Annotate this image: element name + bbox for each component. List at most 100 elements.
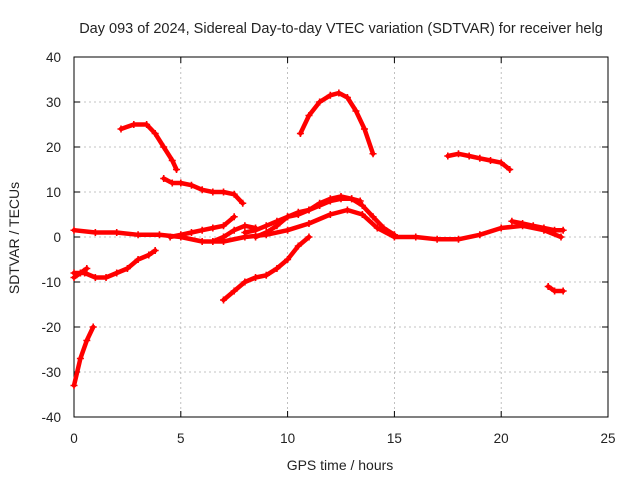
data-point — [76, 269, 84, 277]
data-point — [529, 222, 537, 230]
x-tick-label: 10 — [280, 431, 295, 446]
data-point — [544, 283, 552, 290]
data-point — [358, 202, 366, 209]
data-series — [70, 89, 567, 389]
data-point — [337, 195, 345, 203]
data-point — [262, 229, 270, 236]
y-tick-label: -20 — [41, 320, 61, 335]
series-arc-1 — [70, 323, 97, 389]
x-tick-label: 5 — [177, 431, 185, 446]
data-point — [316, 98, 324, 106]
x-tick-labels: 0 5 10 15 20 25 — [70, 431, 615, 446]
y-tick-label: -10 — [41, 275, 61, 290]
y-tick-label: -40 — [41, 410, 61, 425]
data-point — [252, 274, 260, 281]
data-point — [83, 337, 91, 344]
data-point — [380, 224, 388, 232]
data-point — [358, 211, 366, 218]
data-point — [123, 265, 131, 272]
x-tick-label: 15 — [387, 431, 402, 446]
data-point — [508, 217, 516, 225]
data-point — [83, 265, 91, 272]
data-point — [177, 231, 185, 239]
y-tick-labels: -40 -30 -20 -10 0 10 20 30 40 — [41, 50, 61, 425]
data-point — [296, 130, 304, 137]
data-point — [487, 157, 495, 164]
data-point — [220, 188, 228, 196]
y-tick-label: 10 — [46, 185, 61, 200]
data-point — [559, 226, 567, 234]
data-point — [369, 150, 377, 158]
series-arc-2 — [70, 247, 159, 281]
x-tick-label: 25 — [600, 431, 615, 446]
data-point — [273, 265, 281, 272]
data-point — [294, 208, 302, 216]
data-point — [262, 271, 270, 279]
data-point — [230, 213, 238, 221]
data-point — [155, 231, 163, 239]
data-point — [305, 233, 313, 241]
data-point — [252, 226, 260, 234]
data-point — [343, 94, 351, 101]
data-point — [294, 242, 302, 250]
data-point — [70, 382, 78, 389]
x-tick-label: 0 — [70, 431, 78, 446]
data-point — [173, 166, 181, 173]
data-point — [557, 233, 565, 241]
data-point — [348, 195, 356, 203]
data-point — [476, 231, 484, 239]
x-tick-label: 20 — [494, 431, 509, 446]
y-tick-label: -30 — [41, 365, 61, 380]
data-point — [89, 323, 97, 331]
y-axis-label: SDTVAR / TECUs — [6, 182, 22, 294]
data-point — [252, 233, 260, 241]
data-point — [506, 166, 514, 173]
data-point — [134, 256, 142, 263]
data-point — [160, 143, 168, 151]
data-point — [70, 226, 78, 234]
data-point — [168, 179, 176, 187]
data-point — [198, 238, 206, 245]
data-point — [220, 233, 228, 241]
data-point — [559, 287, 567, 295]
series-arc-3 — [70, 265, 91, 281]
series-arc-13 — [444, 150, 514, 173]
data-point — [433, 235, 441, 243]
data-point — [390, 231, 398, 239]
data-point — [209, 188, 217, 196]
data-point — [220, 222, 228, 230]
data-point — [305, 112, 313, 119]
data-point — [335, 89, 343, 97]
series-arc-5 — [117, 121, 181, 173]
data-point — [230, 287, 238, 295]
y-tick-label: 20 — [46, 140, 61, 155]
data-point — [145, 251, 153, 259]
chart-title: Day 093 of 2024, Sidereal Day-to-day VTE… — [79, 21, 603, 37]
data-point — [316, 202, 324, 209]
y-tick-label: 30 — [46, 95, 61, 110]
data-point — [230, 190, 238, 198]
data-point — [198, 186, 206, 194]
data-point — [356, 197, 364, 205]
data-point — [241, 229, 249, 236]
data-point — [241, 278, 249, 286]
series-arc-6 — [160, 175, 247, 207]
data-point — [209, 224, 217, 232]
data-point — [326, 211, 334, 218]
plot-frame — [73, 56, 609, 418]
data-point — [352, 107, 360, 115]
data-point — [91, 229, 99, 236]
data-point — [519, 220, 527, 227]
data-point — [551, 287, 559, 295]
data-point — [187, 181, 195, 189]
data-point — [540, 224, 548, 232]
data-point — [76, 355, 84, 362]
data-point — [284, 213, 292, 221]
data-point — [369, 213, 377, 221]
x-axis-label: GPS time / hours — [287, 457, 394, 473]
data-point — [151, 130, 159, 137]
series-arc-15 — [544, 283, 567, 295]
data-point — [444, 152, 452, 160]
